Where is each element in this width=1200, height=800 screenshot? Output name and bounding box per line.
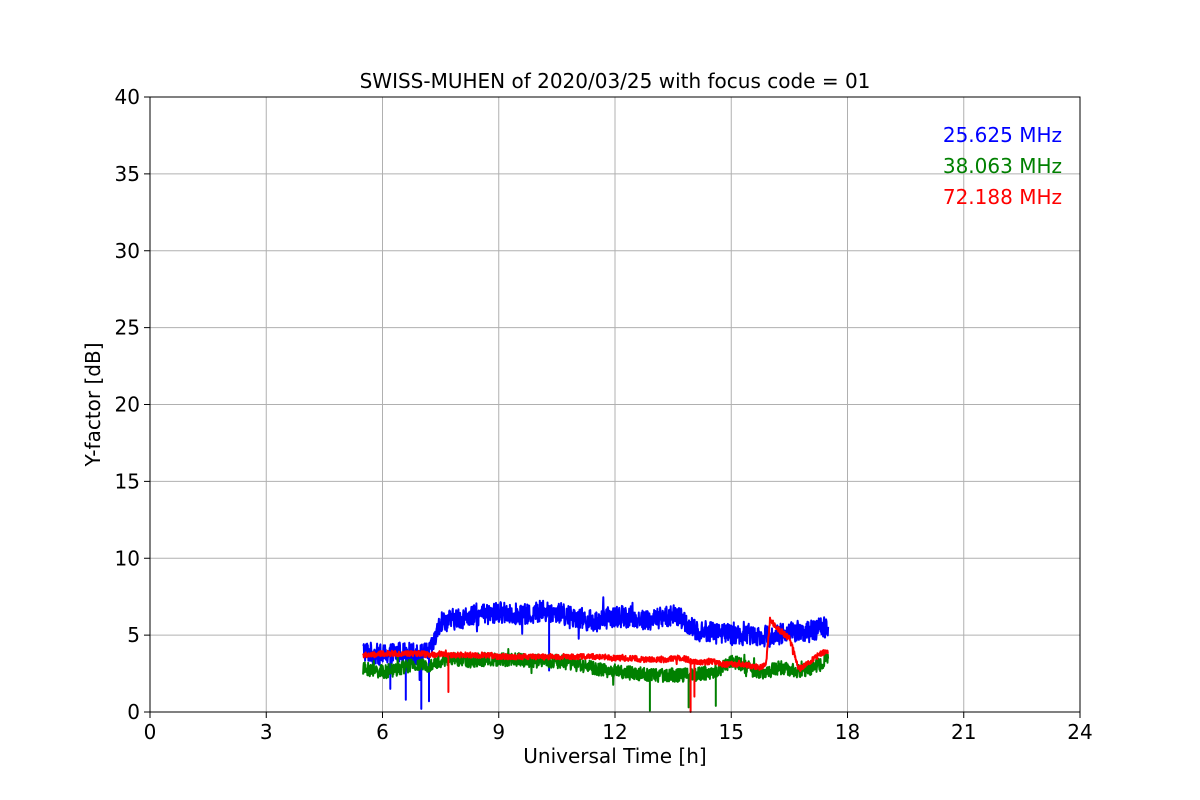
series-lines — [362, 596, 830, 713]
y-tick-label: 0 — [127, 700, 140, 724]
y-tick-label: 35 — [115, 162, 140, 186]
x-axis-title: Universal Time [h] — [523, 744, 706, 768]
y-axis-title: Y-factor [dB] — [81, 342, 105, 467]
y-tick-label: 15 — [115, 469, 140, 493]
x-tick-label: 15 — [719, 720, 744, 744]
series-line-1 — [362, 596, 830, 710]
x-tick-label: 12 — [602, 720, 627, 744]
x-tick-label: 0 — [144, 720, 157, 744]
legend-label-3: 72.188 MHz — [943, 185, 1062, 209]
x-tick-label: 21 — [951, 720, 976, 744]
chart-title: SWISS-MUHEN of 2020/03/25 with focus cod… — [360, 69, 871, 93]
series-line-3 — [362, 616, 829, 713]
x-tick-label: 18 — [835, 720, 860, 744]
y-tick-label: 25 — [115, 316, 140, 340]
axis-ticks: 0 3 6 9 12 15 18 21 24 0 5 10 15 20 25 30 35 40 — [115, 85, 1093, 744]
y-tick-label: 30 — [115, 239, 140, 263]
y-tick-label: 10 — [115, 546, 140, 570]
legend-label-1: 25.625 MHz — [943, 123, 1062, 147]
x-tick-label: 24 — [1067, 720, 1092, 744]
x-tick-label: 9 — [492, 720, 505, 744]
legend: 25.625 MHz 38.063 MHz 72.188 MHz — [943, 123, 1062, 209]
x-tick-label: 3 — [260, 720, 273, 744]
y-tick-label: 20 — [115, 393, 140, 417]
x-tick-label: 6 — [376, 720, 389, 744]
y-tick-label: 5 — [127, 623, 140, 647]
y-tick-label: 40 — [115, 85, 140, 109]
legend-label-2: 38.063 MHz — [943, 154, 1062, 178]
